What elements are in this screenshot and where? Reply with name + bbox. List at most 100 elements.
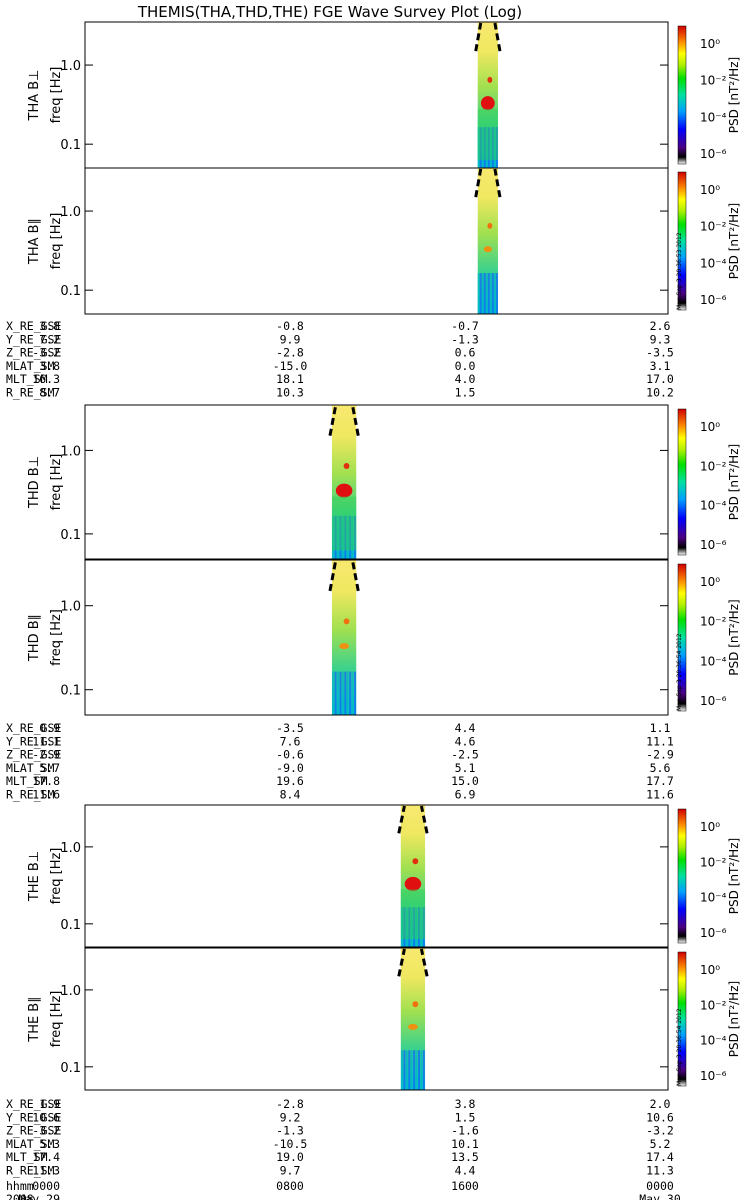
panel-frame	[84, 167, 669, 315]
panel-frame	[84, 559, 669, 716]
panel-frame	[84, 947, 669, 1091]
cyclotron-track-right	[493, 168, 502, 198]
ephemeris-row-label: X_RE_GSE	[6, 319, 61, 333]
spectrogram-streak	[495, 127, 498, 168]
colorbar-tick-label: 10⁰	[700, 963, 720, 977]
spectrogram-streak	[401, 1050, 404, 1090]
wave-band-halo	[331, 496, 357, 551]
ephemeris-value: -1.3	[276, 1124, 304, 1138]
date-label: May 29	[18, 1192, 60, 1200]
cyclotron-track-left	[474, 168, 483, 198]
timestamp-stamp: Mon Sep 3 20:36:54 2012	[676, 633, 683, 711]
spectrogram-streak	[413, 1050, 416, 1090]
ephemeris-row-label: R_RE_SM	[6, 386, 55, 400]
time-tick-label: 0000	[646, 1179, 674, 1193]
ephemeris-row-label: Y_RE_GSE	[6, 332, 61, 346]
ephemeris-value: 10.2	[646, 386, 674, 400]
ephemeris-value: -3.5	[276, 721, 304, 735]
ephemeris-value: -1.6	[451, 1124, 479, 1138]
timestamp-stamp: Mon Sep 3 20:36:53 2012	[676, 232, 683, 310]
y-tick-label: 1.0	[60, 841, 81, 856]
spectrogram-streak	[485, 127, 488, 168]
freq-axis-label: freq [Hz]	[49, 991, 64, 1048]
ephemeris-value: 11.3	[32, 1164, 60, 1178]
ephemeris-value: 17.4	[646, 1150, 674, 1164]
freq-axis-label: freq [Hz]	[49, 454, 64, 511]
ephemeris-row-label: Y_RE_GSE	[6, 1110, 61, 1124]
y-tick-label: 0.1	[60, 1061, 81, 1076]
colorbar-label: PSD [nT²/Hz]	[727, 444, 741, 520]
ephemeris-value: 2.0	[650, 1097, 671, 1111]
spectrogram-streak	[351, 671, 354, 715]
colorbar-label: PSD [nT²/Hz]	[727, 599, 741, 675]
colorbar-label: PSD [nT²/Hz]	[727, 838, 741, 914]
panel-thd-perp: 0.1 1.0 THD B⊥ freq [Hz] 10⁰ 10⁻² 10⁻⁴ 10⁻⁶ PSD …	[27, 404, 741, 560]
timestamp-stamp: Mon Sep 3 20:36:54 2012	[676, 1008, 683, 1086]
cyclotron-track-right	[351, 560, 360, 592]
ephemeris-value: 5.1	[455, 761, 476, 775]
ephemeris-value: 7.2	[39, 332, 60, 346]
spectrogram-streak	[481, 273, 484, 314]
spectrogram-streak	[489, 273, 492, 314]
time-tick-label: 0800	[276, 1179, 304, 1193]
spectrogram-streak	[354, 515, 357, 559]
spectrogram-streak	[401, 907, 404, 947]
spectrogram-streak	[422, 1050, 425, 1090]
ephemeris-value: -0.6	[276, 748, 304, 762]
ephemeris-value: 17.8	[32, 774, 60, 788]
wave-band-harmonic	[412, 858, 419, 865]
wave-band-strong	[483, 246, 492, 253]
ephemeris-value: 11.6	[32, 788, 60, 802]
ephemeris-value: 18.1	[276, 372, 304, 386]
y-tick-label: 1.0	[60, 205, 81, 220]
ephemeris-value: 0.0	[455, 359, 476, 373]
spectrogram-streak	[479, 273, 482, 314]
ephemeris-value: 6.9	[455, 788, 476, 802]
ephemeris-value: 9.9	[280, 332, 301, 346]
ephemeris-value: 17.7	[646, 774, 674, 788]
ephemeris-value: 3.8	[39, 319, 60, 333]
ephemeris-value: 10.3	[276, 386, 304, 400]
ephemeris-value: -3.2	[646, 1124, 674, 1138]
ephemeris-value: 9.3	[650, 332, 671, 346]
ephemeris-value: 8.4	[280, 788, 301, 802]
ephemeris-value: -1.3	[451, 332, 479, 346]
ephemeris-value: 17.0	[646, 372, 674, 386]
ephemeris-value: 0.9	[39, 721, 60, 735]
panel-frame	[84, 804, 669, 948]
ephemeris-value: 13.5	[451, 1150, 479, 1164]
spectrogram-streak	[483, 273, 486, 314]
freq-axis-label: freq [Hz]	[49, 67, 64, 124]
ephemeris-value: 4.6	[455, 734, 476, 748]
y-tick-label: 1.0	[60, 984, 81, 999]
colorbar-tick-label: 10⁰	[700, 37, 720, 51]
spectrogram-streak	[337, 515, 340, 559]
spectrogram-streak	[493, 273, 496, 314]
panel-tha-par: 0.1 1.0 THA B∥ freq [Hz] 10⁰ 10⁻² 10⁻⁴ 10⁻⁶PSD …	[27, 167, 741, 315]
ephemeris-value: -2.5	[451, 748, 479, 762]
ephemeris-value: 10.6	[646, 1110, 674, 1124]
ephemeris-value: 7.6	[280, 734, 301, 748]
panel-thd-par: 0.1 1.0 THD B∥ freq [Hz] 10⁰ 10⁻² 10⁻⁴ 10⁻⁶ PSD …	[27, 559, 741, 716]
ephemeris-value: 5.7	[39, 761, 60, 775]
ephemeris-value: -9.0	[276, 761, 304, 775]
colorbar-tick-label: 10⁻⁶	[700, 1069, 727, 1083]
ephemeris-value: 11.1	[32, 734, 60, 748]
colorbar-label: PSD [nT²/Hz]	[727, 203, 741, 279]
colorbar	[677, 171, 687, 311]
y-tick-label: 0.1	[60, 684, 81, 699]
spectrogram-streak	[332, 515, 335, 559]
ephemeris-value: 11.3	[646, 1164, 674, 1178]
ephemeris-value: -3.5	[646, 346, 674, 360]
colorbar-tick-label: 10⁰	[700, 575, 720, 589]
ephemeris-value: 3.1	[650, 359, 671, 373]
spectrogram-streak	[485, 273, 488, 314]
colorbar-tick-label: 10⁻²	[700, 615, 727, 629]
ephemeris-value: -2.9	[32, 748, 60, 762]
spectrogram-streak	[334, 671, 337, 715]
spectrogram-streak	[491, 127, 494, 168]
